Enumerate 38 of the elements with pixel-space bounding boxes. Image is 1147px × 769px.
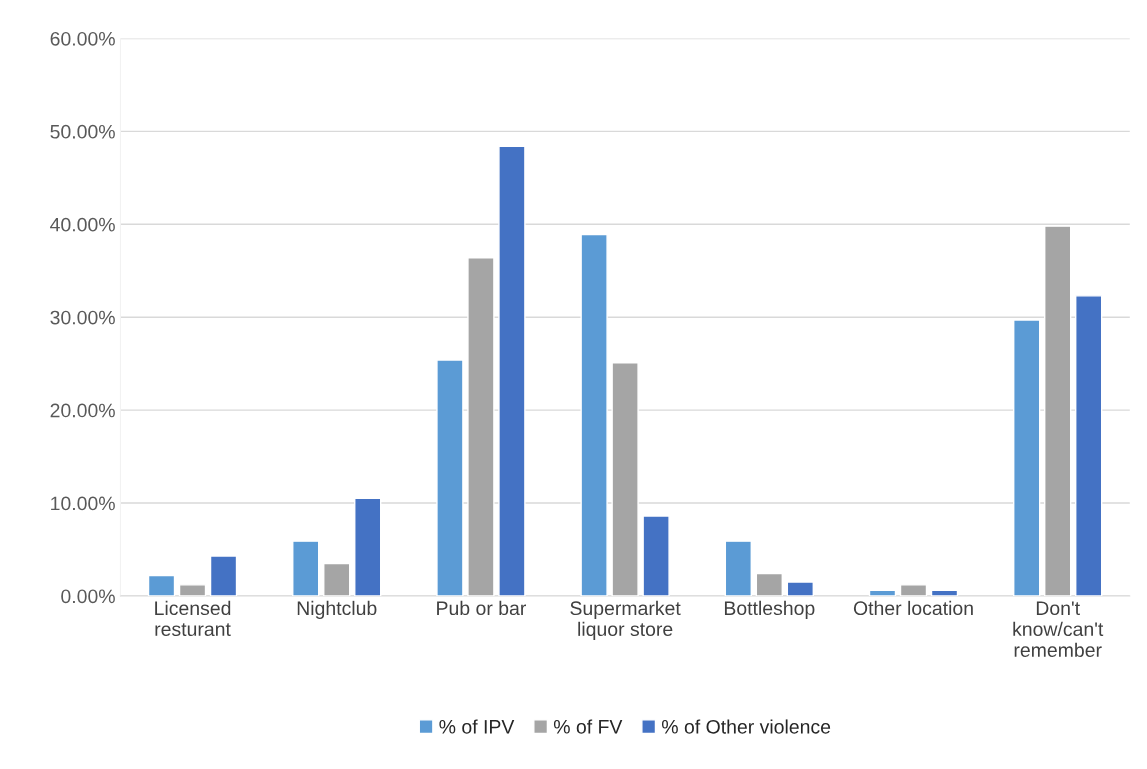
x-tick-label: Pub or bar: [437, 600, 526, 616]
x-tick-label: Licensed resturant: [155, 600, 231, 637]
bar: [1013, 319, 1041, 596]
bar: [292, 540, 320, 596]
y-tick-label: 60.00%: [50, 31, 115, 46]
bar: [930, 589, 959, 596]
bar: [178, 584, 207, 596]
bar: [611, 362, 639, 596]
x-tick-label: Nightclub: [297, 600, 377, 619]
y-tick-label: 50.00%: [50, 124, 115, 139]
bar: [354, 497, 382, 596]
y-tick-label: 10.00%: [51, 496, 115, 511]
bar: [899, 584, 928, 596]
legend-label: % of Other violence: [661, 719, 831, 734]
bar: [786, 581, 814, 596]
y-tick-label: 20.00%: [50, 403, 115, 418]
bar: [868, 589, 897, 596]
bar: [323, 562, 351, 596]
bar: [498, 145, 526, 596]
bar: [642, 515, 670, 596]
x-tick-label: Supermarket liquor store: [570, 600, 681, 640]
bar: [467, 257, 495, 596]
legend-label: % of FV: [553, 719, 623, 734]
x-tick-label: Other location: [853, 600, 973, 616]
bar: [436, 359, 464, 596]
bar: [580, 233, 608, 596]
bar: [755, 572, 783, 596]
y-tick-label: 30.00%: [50, 310, 115, 325]
y-tick-label: 0.00%: [61, 589, 115, 604]
bar: [724, 540, 752, 596]
x-tick-label: Don't know/can't remember: [1013, 601, 1104, 658]
bar: [147, 574, 176, 596]
x-tick-label: Bottleshop: [724, 600, 815, 619]
bar: [1044, 225, 1072, 596]
legend-label: % of IPV: [439, 719, 515, 734]
bar: [209, 555, 238, 596]
bar: [1075, 295, 1103, 596]
y-tick-label: 40.00%: [50, 217, 115, 232]
